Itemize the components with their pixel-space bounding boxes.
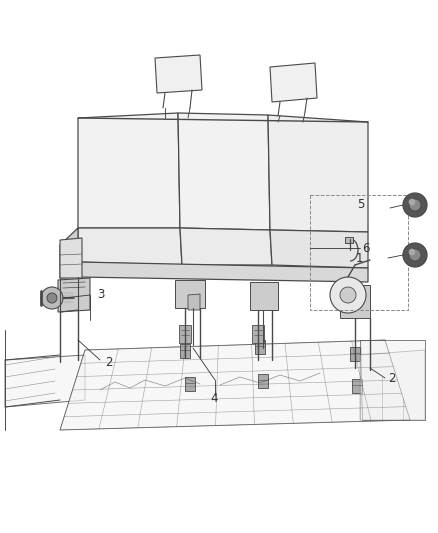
Polygon shape bbox=[360, 350, 425, 420]
Bar bbox=[185, 377, 195, 391]
Bar bbox=[350, 347, 360, 361]
Bar bbox=[255, 340, 265, 354]
Circle shape bbox=[409, 249, 415, 255]
Polygon shape bbox=[5, 355, 85, 407]
Bar bbox=[180, 344, 190, 358]
Circle shape bbox=[409, 199, 415, 205]
Text: 4: 4 bbox=[210, 392, 218, 405]
Bar bbox=[179, 325, 191, 343]
Polygon shape bbox=[60, 340, 410, 430]
Polygon shape bbox=[175, 280, 205, 308]
Circle shape bbox=[403, 193, 427, 217]
Circle shape bbox=[330, 277, 366, 313]
Polygon shape bbox=[60, 228, 78, 278]
Circle shape bbox=[409, 199, 421, 211]
Circle shape bbox=[403, 243, 427, 267]
Polygon shape bbox=[270, 63, 317, 102]
Text: 1: 1 bbox=[356, 252, 363, 264]
Polygon shape bbox=[180, 228, 272, 265]
Circle shape bbox=[409, 249, 421, 261]
Polygon shape bbox=[340, 285, 370, 318]
Bar bbox=[345, 237, 353, 243]
Polygon shape bbox=[155, 55, 202, 93]
Polygon shape bbox=[78, 262, 368, 282]
Bar bbox=[352, 379, 362, 393]
Polygon shape bbox=[188, 294, 200, 310]
Circle shape bbox=[41, 287, 63, 309]
Polygon shape bbox=[360, 340, 425, 420]
Polygon shape bbox=[250, 282, 278, 310]
Text: 6: 6 bbox=[362, 241, 370, 254]
Circle shape bbox=[340, 287, 356, 303]
Text: 3: 3 bbox=[97, 288, 104, 302]
Polygon shape bbox=[58, 278, 90, 312]
Polygon shape bbox=[78, 228, 182, 265]
Text: 5: 5 bbox=[357, 198, 365, 212]
Text: 2: 2 bbox=[388, 372, 396, 384]
Bar bbox=[258, 374, 268, 388]
Polygon shape bbox=[78, 113, 180, 228]
Bar bbox=[252, 325, 264, 343]
Polygon shape bbox=[270, 230, 368, 268]
Text: 2: 2 bbox=[105, 357, 113, 369]
Polygon shape bbox=[268, 115, 368, 232]
Circle shape bbox=[47, 293, 57, 303]
Polygon shape bbox=[178, 113, 270, 230]
Polygon shape bbox=[60, 238, 82, 278]
